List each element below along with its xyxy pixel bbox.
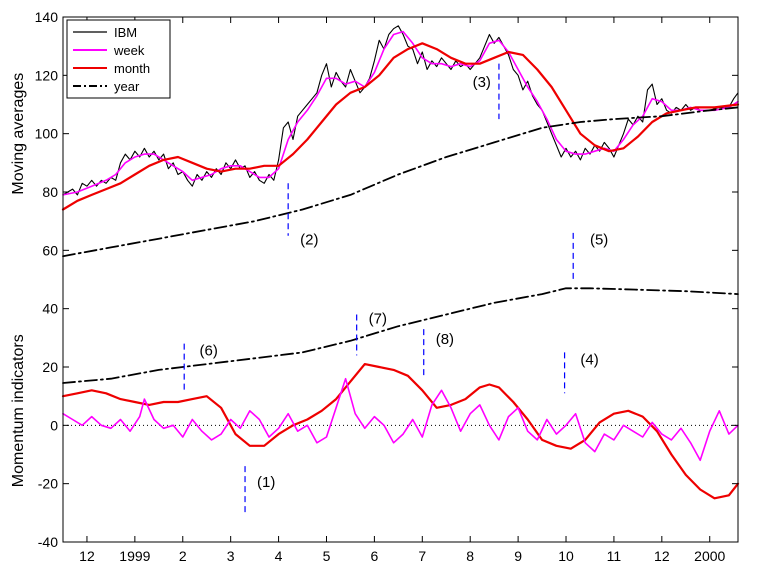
x-tick-label-2: 2 [179,548,187,564]
legend-label-1: week [113,43,145,58]
y-tick-label-0: -40 [38,534,58,550]
marker-label-8: (8) [436,331,454,348]
plot-background [63,17,738,542]
x-tick-label-10: 10 [558,548,574,564]
x-tick-label-7: 7 [418,548,426,564]
y-tick-label-2: 0 [50,417,58,433]
y-tick-label-3: 20 [42,359,58,375]
marker-label-4: (4) [580,351,598,368]
series-line-2 [61,42,740,211]
series-layer [61,25,740,500]
y-tick-label-7: 100 [35,126,59,142]
y-tick-label-1: -20 [38,476,58,492]
y-tick-label-4: 40 [42,301,58,317]
legend-label-3: year [114,79,140,94]
series-line-4 [62,287,739,384]
marker-label-3: (3) [473,74,491,91]
x-tick-label-3: 3 [227,548,235,564]
x-tick-label-0: 12 [79,548,95,564]
legend-label-2: month [114,61,150,76]
marker-label-6: (6) [200,343,218,360]
markers-layer: (1) (2) (3) (4) (5) (6) (7) (8) [183,63,608,516]
series-line-5 [61,363,740,500]
x-tick-label-5: 5 [323,548,331,564]
series-line-1 [62,30,739,196]
plot-frame [62,16,739,543]
series-line-6 [62,377,739,462]
x-tick-label-1: 1999 [119,548,150,564]
y-tick-label-5: 60 [42,242,58,258]
y-tick-label-8: 120 [35,67,59,83]
marker-label-1: (1) [257,474,275,491]
x-tick-label-6: 6 [370,548,378,564]
marker-label-2: (2) [300,232,318,249]
series-line-3 [62,106,739,258]
y-axis-label-top: Moving averages [10,73,27,195]
x-tick-label-13: 2000 [694,548,725,564]
x-tick-label-8: 8 [466,548,474,564]
y-tick-label-6: 80 [42,184,58,200]
legend-label-0: IBM [114,25,137,40]
marker-label-5: (5) [590,232,608,249]
marker-label-7: (7) [369,310,387,327]
y-tick-label-9: 140 [35,9,59,25]
y-axis-label-bottom: Momentum indicators [10,334,27,487]
x-tick-label-9: 9 [514,548,522,564]
x-tick-label-11: 11 [607,548,622,564]
legend: IBM week month year [66,19,171,99]
series-line-0 [62,25,739,196]
axes-layer: -40 -20 0 20 40 60 80 100 120 140 12 1999 2 3 4 5 6 7 8 9 10… [35,9,738,564]
x-tick-label-12: 12 [654,548,670,564]
x-tick-label-4: 4 [275,548,283,564]
